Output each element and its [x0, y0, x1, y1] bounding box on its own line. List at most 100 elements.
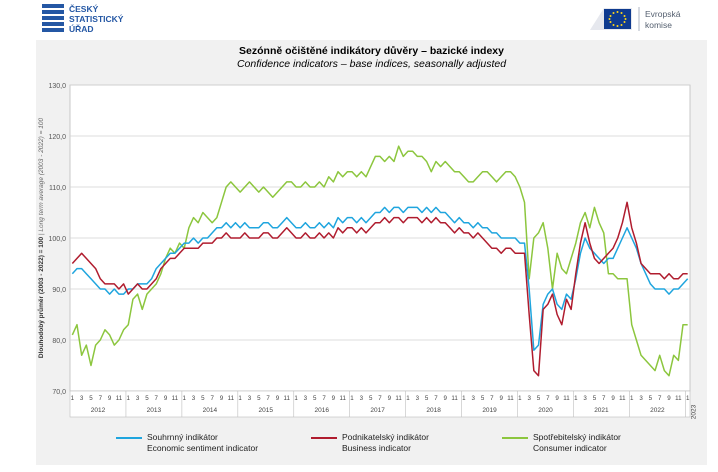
- y-axis-title: Dlouhodobý průměr (2003 - 2022) = 100 | …: [37, 118, 45, 359]
- chart-subtitle: Confidence indicators – base indices, se…: [236, 58, 507, 70]
- x-month-tick-label: 9: [164, 395, 168, 402]
- x-month-tick-label: 1: [406, 395, 410, 402]
- header: ČESKÝ STATISTICKÝ ÚŘAD Evropská komise: [0, 0, 718, 40]
- x-month-tick-label: 3: [639, 395, 643, 402]
- x-month-tick-label: 1: [350, 395, 354, 402]
- legend-label-cz: Spotřebitelský indikátor: [533, 432, 621, 442]
- x-year-label: 2012: [91, 407, 106, 414]
- csu-logo-bar: [42, 28, 64, 32]
- x-month-tick-label: 1: [462, 395, 466, 402]
- x-month-tick-label: 1: [182, 395, 186, 402]
- x-month-tick-label: 11: [395, 395, 402, 402]
- x-month-tick-label: 1: [686, 395, 690, 402]
- x-month-tick-label: 5: [649, 395, 653, 402]
- x-month-tick-label: 1: [294, 395, 298, 402]
- x-month-tick-label: 5: [369, 395, 373, 402]
- csu-logo-line: STATISTICKÝ: [69, 13, 124, 24]
- x-month-tick-label: 3: [583, 395, 587, 402]
- csu-logo-bar: [42, 10, 64, 14]
- ec-logo-line: Evropská: [645, 9, 681, 19]
- x-year-label: 2017: [370, 407, 385, 414]
- legend-label-en: Economic sentiment indicator: [147, 443, 259, 453]
- x-month-tick-label: 9: [276, 395, 280, 402]
- x-month-tick-label: 1: [518, 395, 522, 402]
- x-month-tick-label: 7: [155, 395, 159, 402]
- csu-logo-line: ÚŘAD: [69, 23, 94, 34]
- x-month-tick-label: 7: [602, 395, 606, 402]
- x-month-tick-label: 9: [108, 395, 112, 402]
- x-month-tick-label: 1: [71, 395, 75, 402]
- x-month-tick-label: 7: [434, 395, 438, 402]
- x-year-label: 2022: [650, 407, 665, 414]
- x-month-tick-label: 7: [322, 395, 326, 402]
- x-year-label: 2021: [594, 407, 609, 414]
- x-month-tick-label: 3: [136, 395, 140, 402]
- x-month-tick-label: 7: [266, 395, 270, 402]
- legend-label-cz: Souhrnný indikátor: [147, 432, 218, 442]
- y-tick-label: 110,0: [49, 185, 66, 192]
- x-month-tick-label: 5: [257, 395, 261, 402]
- european-commission-logo: Evropská komise: [590, 7, 681, 31]
- x-month-tick-label: 5: [537, 395, 541, 402]
- legend-label-en: Business indicator: [342, 443, 411, 453]
- x-year-label: 2023: [691, 404, 698, 419]
- legend-label-cz: Podnikatelský indikátor: [342, 432, 429, 442]
- x-month-tick-label: 11: [284, 395, 291, 402]
- y-axis-title-en: | Long term average (2003 - 2022) = 100: [38, 118, 45, 237]
- y-tick-label: 80,0: [52, 338, 66, 345]
- y-tick-label: 90,0: [52, 287, 66, 294]
- x-month-tick-label: 5: [593, 395, 597, 402]
- x-year-label: 2014: [203, 407, 218, 414]
- legend-swatch-economic: [116, 437, 142, 439]
- legend-label-en: Consumer indicator: [533, 443, 607, 453]
- csu-logo: ČESKÝ STATISTICKÝ ÚŘAD: [42, 3, 124, 34]
- legend-label: Podnikatelský indikátor Business indicat…: [342, 432, 429, 454]
- eu-stars-icon: [608, 11, 627, 27]
- x-month-tick-label: 11: [451, 395, 458, 402]
- x-month-tick-label: 9: [667, 395, 671, 402]
- x-month-tick-label: 9: [220, 395, 224, 402]
- y-axis-title-cz: Dlouhodobý průměr (2003 - 2022) = 100: [37, 237, 45, 359]
- eu-flag-icon: [604, 9, 631, 29]
- legend-swatch-business: [311, 437, 337, 439]
- csu-logo-bar: [42, 16, 64, 20]
- x-month-tick-label: 9: [388, 395, 392, 402]
- x-month-tick-label: 11: [563, 395, 570, 402]
- x-year-label: 2016: [314, 407, 329, 414]
- x-month-tick-label: 11: [507, 395, 514, 402]
- x-month-tick-label: 7: [658, 395, 662, 402]
- x-month-tick-label: 3: [527, 395, 531, 402]
- x-month-tick-label: 7: [210, 395, 214, 402]
- x-month-tick-label: 3: [192, 395, 196, 402]
- csu-logo-bar: [42, 4, 64, 8]
- x-month-tick-label: 3: [248, 395, 252, 402]
- x-month-tick-label: 11: [228, 395, 235, 402]
- x-month-tick-label: 3: [472, 395, 476, 402]
- y-tick-label: 130,0: [48, 83, 66, 90]
- x-month-tick-label: 11: [116, 395, 123, 402]
- x-year-label: 2018: [426, 407, 441, 414]
- x-axis-band: [69, 390, 691, 418]
- ec-logo-line: komise: [645, 20, 672, 30]
- x-month-tick-label: 7: [490, 395, 494, 402]
- x-month-tick-label: 9: [611, 395, 615, 402]
- legend-swatch-consumer: [502, 437, 528, 439]
- x-month-tick-label: 5: [145, 395, 149, 402]
- x-month-tick-label: 1: [238, 395, 242, 402]
- x-month-tick-label: 3: [416, 395, 420, 402]
- x-month-tick-label: 3: [80, 395, 84, 402]
- series-line-economic: [71, 206, 689, 351]
- x-month-tick-label: 11: [339, 395, 346, 402]
- x-month-tick-label: 1: [630, 395, 634, 402]
- x-month-tick-label: 11: [675, 395, 682, 402]
- x-month-tick-label: 5: [89, 395, 93, 402]
- x-month-tick-label: 11: [172, 395, 179, 402]
- series-line-business: [71, 201, 688, 377]
- legend-label: Spotřebitelský indikátor Consumer indica…: [533, 432, 621, 454]
- x-month-tick-label: 9: [555, 395, 559, 402]
- csu-logo-line: ČESKÝ: [69, 3, 99, 14]
- chart-title: Sezónně očištěné indikátory důvěry – baz…: [239, 45, 504, 57]
- x-month-tick-label: 5: [425, 395, 429, 402]
- x-year-label: 2019: [482, 407, 497, 414]
